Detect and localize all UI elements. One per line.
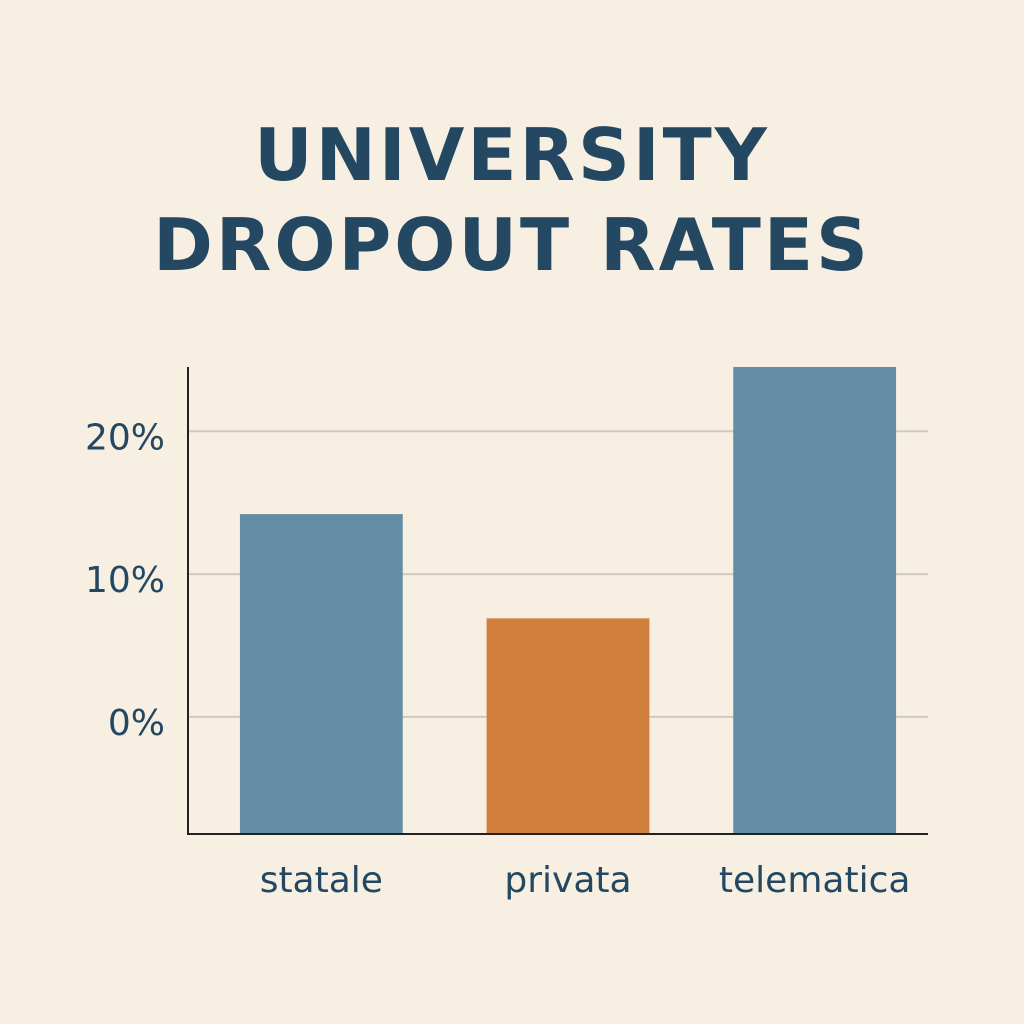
x-tick-label: telematica	[719, 860, 911, 901]
bar	[486, 618, 650, 834]
y-tick-label: 20%	[85, 417, 165, 458]
y-tick-label: 10%	[85, 560, 165, 601]
y-tick-label: 0%	[108, 703, 165, 744]
bar	[733, 367, 897, 834]
x-tick-label: privata	[504, 860, 631, 901]
x-tick-label: statale	[260, 860, 383, 901]
chart-title: UNIVERSITY DROPOUT RATES	[153, 113, 871, 287]
bar	[239, 514, 403, 834]
